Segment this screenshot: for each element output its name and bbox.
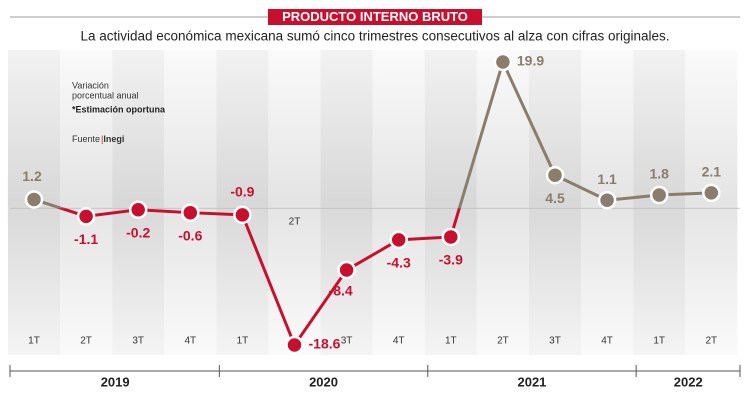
column-band — [685, 50, 738, 355]
point — [649, 185, 669, 205]
x-tick-label: 1T — [653, 336, 665, 347]
x-tick-label: 3T — [341, 336, 353, 347]
x-tick-label: 2T — [497, 336, 509, 347]
value-label: -1.1 — [74, 231, 98, 247]
x-tick-label: 4T — [184, 336, 196, 347]
value-label: 1.2 — [22, 168, 42, 184]
column-band — [320, 50, 373, 355]
x-tick-label: 1T — [28, 336, 40, 347]
point — [597, 190, 617, 210]
point — [493, 52, 513, 72]
note: porcentual anual — [72, 90, 139, 100]
note: *Estimación oportuna — [72, 104, 166, 114]
x-tick-label: 1T — [445, 336, 457, 347]
value-label: 2.1 — [702, 164, 722, 180]
column-band — [476, 50, 529, 355]
point — [181, 203, 200, 222]
column-band — [372, 50, 425, 355]
x-tick-label: 3T — [549, 336, 561, 347]
background — [7, 50, 740, 355]
value-label: -0.6 — [178, 227, 202, 243]
point — [128, 200, 148, 219]
chart-subtitle: La actividad económica mexicana sumó cin… — [80, 29, 669, 44]
column-band — [424, 50, 477, 355]
line-positive — [33, 57, 712, 209]
point — [76, 207, 96, 226]
x-tick-label: 3T — [132, 336, 144, 347]
note: Variación — [72, 80, 109, 90]
x-tick-label: 2T — [80, 336, 92, 347]
title-box — [268, 9, 482, 25]
point — [389, 230, 408, 250]
value-label: 19.9 — [517, 53, 544, 69]
x-tick-label: 4T — [393, 336, 405, 347]
x-tick-label: 2T — [289, 217, 301, 228]
source: Fuente|Inegi — [72, 134, 124, 144]
source-label: Fuente — [72, 134, 100, 144]
point — [24, 190, 44, 209]
value-label: 4.5 — [545, 190, 565, 206]
year-label: 2019 — [101, 374, 130, 389]
source-name: Inegi — [103, 134, 124, 144]
value-label: -8.4 — [329, 283, 353, 299]
point — [441, 227, 461, 247]
value-label: -18.6 — [309, 336, 341, 352]
column-band — [268, 50, 321, 355]
separator: | — [101, 134, 103, 144]
chart-title: PRODUCTO INTERNO BRUTO — [282, 9, 468, 24]
column-band — [60, 50, 113, 355]
x-tick-label: 4T — [601, 336, 613, 347]
value-label: -4.3 — [387, 255, 411, 271]
point — [233, 205, 252, 225]
point — [337, 260, 356, 280]
point — [285, 335, 304, 355]
year-label: 2020 — [309, 374, 338, 389]
column-band — [216, 50, 269, 355]
value-label: -0.9 — [230, 184, 254, 200]
point — [702, 183, 721, 203]
year-label: 2021 — [517, 374, 546, 389]
point — [545, 165, 565, 185]
x-tick-label: 1T — [237, 336, 249, 347]
column-band — [528, 50, 582, 355]
value-label: -3.9 — [439, 252, 463, 268]
value-label: 1.1 — [597, 171, 617, 187]
value-label: -0.2 — [126, 224, 150, 240]
column-band — [164, 50, 217, 355]
year-label: 2022 — [674, 374, 703, 389]
value-label: 1.8 — [649, 166, 669, 182]
x-tick-label: 2T — [705, 336, 717, 347]
